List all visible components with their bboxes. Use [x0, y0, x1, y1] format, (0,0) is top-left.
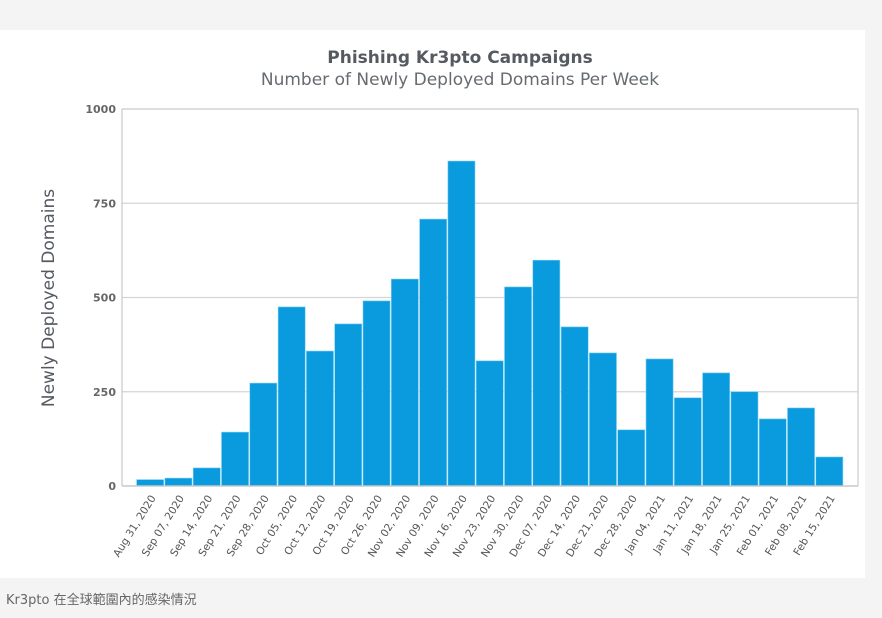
bar — [447, 160, 476, 487]
bar — [504, 286, 532, 487]
bar — [362, 300, 391, 487]
bar — [673, 397, 702, 487]
bar — [221, 431, 249, 487]
chart-title: Phishing Kr3pto Campaigns — [327, 48, 593, 68]
image-caption: Kr3pto 在全球範圍內的感染情況 — [6, 593, 197, 608]
bar — [730, 391, 759, 487]
y-tick-label: 250 — [93, 386, 116, 399]
y-axis-label: Newly Deployed Domains — [39, 189, 59, 407]
bar — [277, 306, 306, 487]
plot-border — [122, 108, 859, 486]
bar — [815, 456, 844, 487]
bar — [560, 326, 589, 487]
bar — [390, 278, 419, 487]
y-tick-label: 500 — [93, 292, 116, 305]
bar — [192, 467, 221, 487]
y-tick-label: 750 — [93, 197, 116, 210]
y-tick-labels: 0 250 500 750 1000 — [85, 103, 116, 493]
y-tick-label: 0 — [108, 480, 116, 493]
plot-frame — [121, 108, 859, 487]
bar — [758, 418, 787, 487]
bar — [475, 360, 504, 487]
bar — [419, 218, 448, 487]
bar — [532, 259, 561, 487]
bar — [306, 350, 334, 487]
bar — [617, 429, 646, 487]
chart-subtitle: Number of Newly Deployed Domains Per Wee… — [260, 70, 660, 90]
bar — [136, 479, 165, 487]
bar — [249, 382, 278, 487]
bar — [702, 372, 730, 487]
bar — [589, 352, 617, 487]
bar — [787, 407, 815, 487]
bar — [645, 358, 674, 487]
gridlines — [122, 108, 858, 393]
bars — [136, 160, 844, 487]
bar — [164, 477, 193, 487]
y-tick-label: 1000 — [85, 103, 116, 116]
bar — [334, 323, 363, 487]
